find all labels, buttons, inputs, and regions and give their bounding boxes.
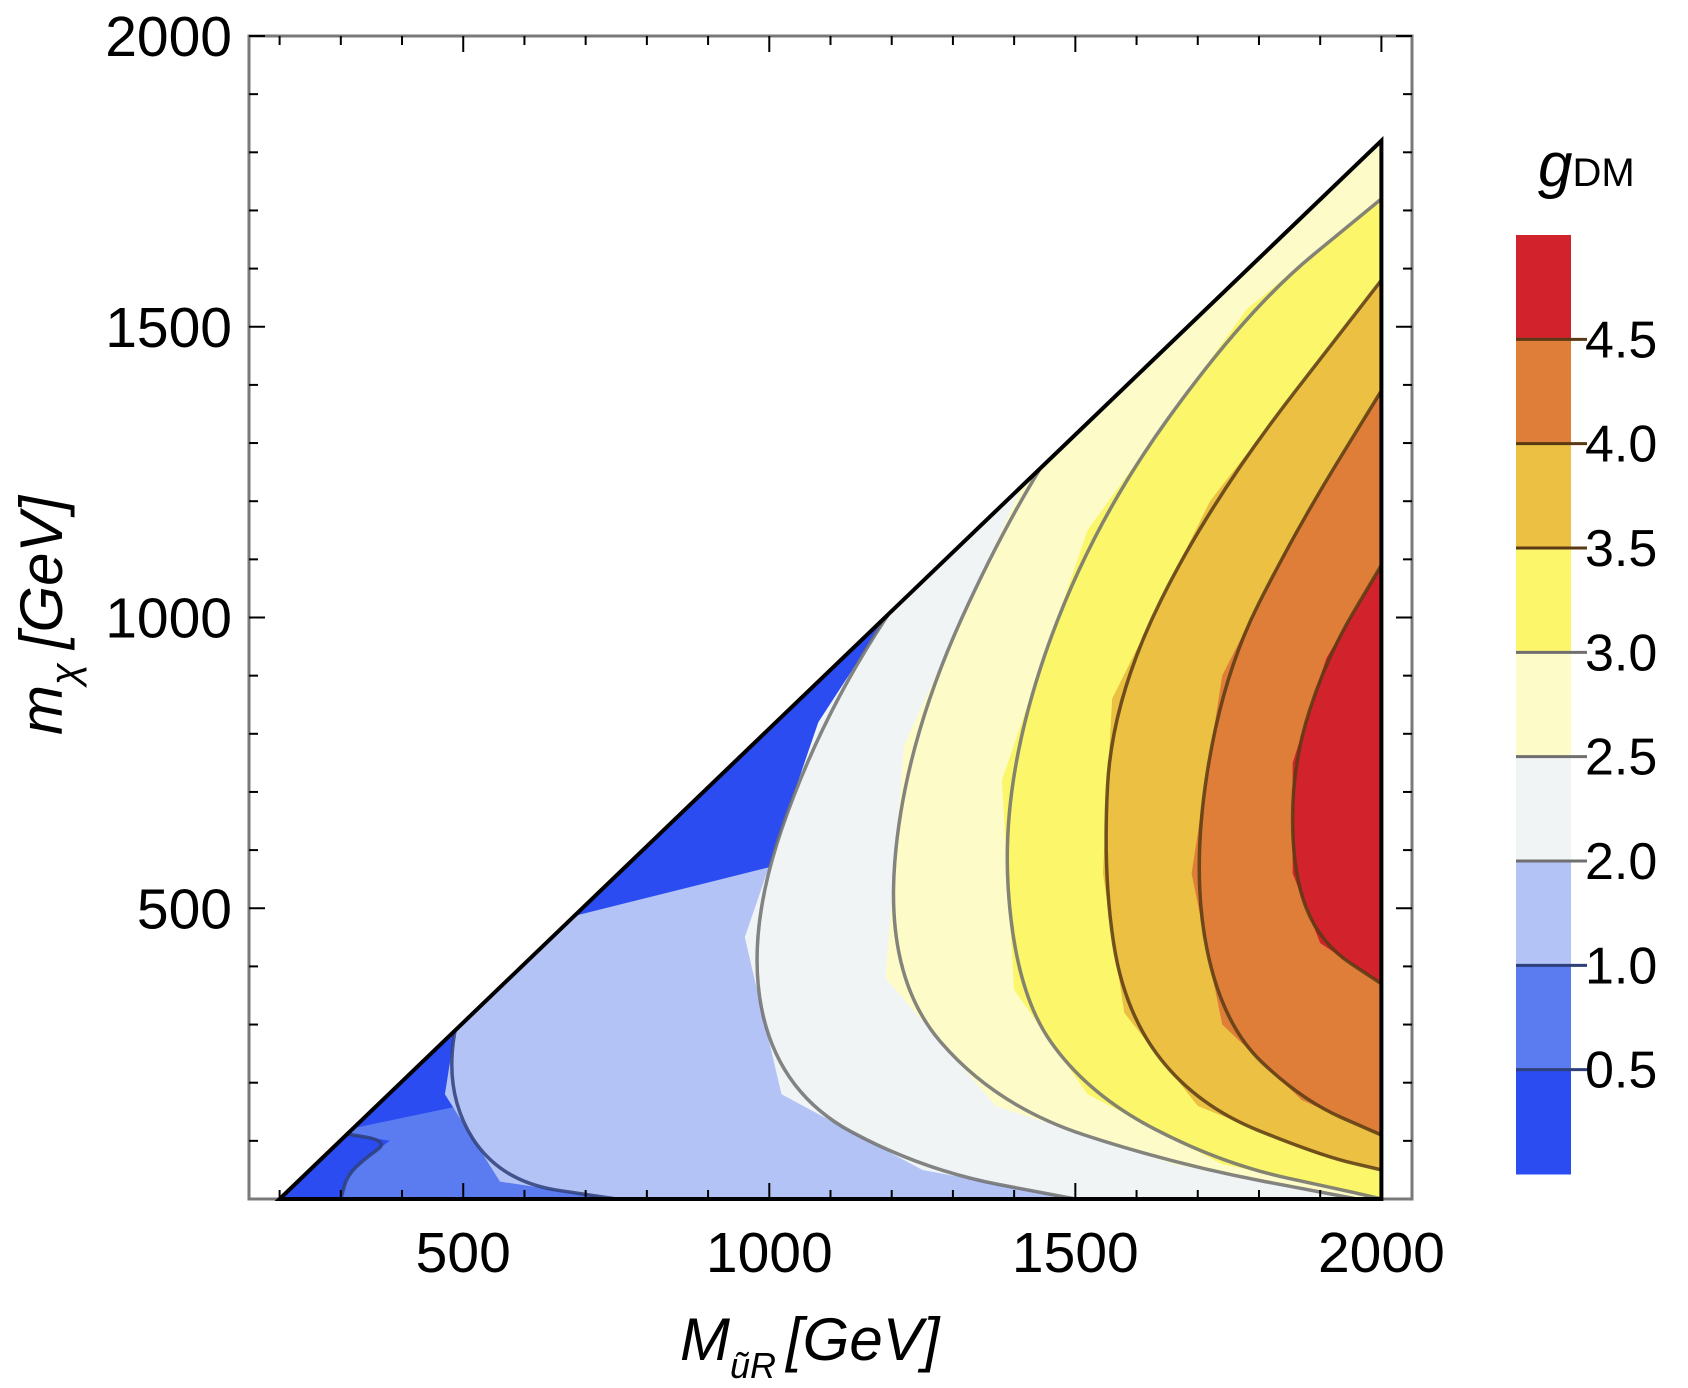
- colorbar-tick-label: 2.0: [1585, 833, 1657, 891]
- colorbar: 0.5 1.0 2.0 2.5 3.0 3.5 4.0 4.5: [1516, 235, 1657, 1175]
- contour-line-0-5: [334, 1130, 383, 1200]
- colorbar-band-0: [1516, 1069, 1571, 1175]
- x-tick-label: 1000: [706, 1221, 833, 1285]
- contour-line-3-5: [1104, 279, 1382, 1172]
- band-fill-8: [1292, 332, 1382, 1200]
- colorbar-band-2: [1516, 861, 1571, 966]
- colorbar-band-5: [1516, 548, 1571, 653]
- colorbar-tick-label: 2.5: [1585, 729, 1657, 787]
- x-tick-label: 2000: [1318, 1221, 1445, 1285]
- x-tick-label: 500: [416, 1221, 511, 1285]
- y-tick-label: 2000: [105, 5, 232, 69]
- contour-line-2: [755, 523, 1076, 1200]
- colorbar-band-3: [1516, 756, 1571, 862]
- y-tick-label: 1500: [105, 296, 232, 360]
- contour-line-group: [334, 140, 1382, 1200]
- y-tick-label: 500: [137, 877, 232, 941]
- colorbar-tick-label: 3.0: [1585, 624, 1657, 682]
- colorbar-tick-label: 4.0: [1585, 416, 1657, 474]
- colorbar-tick-label: 3.5: [1585, 520, 1657, 578]
- x-tick-label: 1500: [1012, 1221, 1139, 1285]
- x-axis-ticks: 500 1000 1500 2000: [278, 36, 1445, 1285]
- contour-line-3: [1005, 197, 1382, 1200]
- colorbar-tick-label: 4.5: [1585, 311, 1657, 369]
- colorbar-band-1: [1516, 965, 1571, 1071]
- colorbar-band-8: [1516, 235, 1571, 340]
- y-tick-label: 1000: [105, 587, 232, 651]
- y-axis-ticks: 500 1000 1500 2000: [105, 5, 1412, 1142]
- colorbar-tick-label: 1.0: [1585, 937, 1657, 995]
- colorbar-tick-label: 0.5: [1585, 1042, 1657, 1100]
- colorbar-band-7: [1516, 339, 1571, 445]
- colorbar-band-4: [1516, 652, 1571, 758]
- x-axis-title: MũR [GeV]: [680, 1306, 941, 1386]
- colorbar-title: gDM: [1538, 131, 1635, 200]
- contour-line-4: [1197, 389, 1382, 1137]
- y-axis-title: mχ[GeV]: [8, 494, 87, 735]
- colorbar-band-6: [1516, 443, 1571, 549]
- contour-line-4-5: [1290, 564, 1382, 986]
